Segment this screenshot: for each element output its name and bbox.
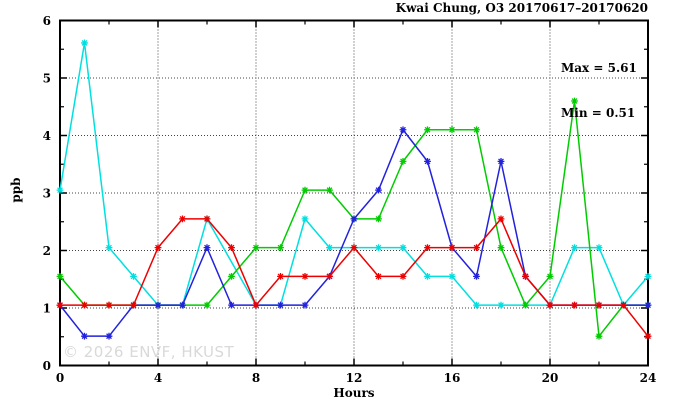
watermark: © 2026 ENVF, HKUST <box>63 343 235 361</box>
x-axis-label: Hours <box>333 386 375 400</box>
svg-text:4: 4 <box>43 129 51 143</box>
svg-text:20: 20 <box>542 371 559 385</box>
svg-text:2: 2 <box>43 244 51 258</box>
svg-text:8: 8 <box>252 371 260 385</box>
svg-text:16: 16 <box>444 371 461 385</box>
max-min-annotation: Max = 5.61 Min = 0.51 <box>561 31 637 151</box>
svg-text:24: 24 <box>640 371 657 385</box>
svg-text:12: 12 <box>346 371 363 385</box>
svg-text:0: 0 <box>56 371 64 385</box>
min-value-label: Min = 0.51 <box>561 106 636 120</box>
max-value-label: Max = 5.61 <box>561 61 637 75</box>
svg-text:4: 4 <box>154 371 162 385</box>
svg-text:0: 0 <box>43 359 51 373</box>
svg-text:6: 6 <box>43 14 51 28</box>
chart-title: Kwai Chung, O3 20170617–20170620 <box>395 1 648 15</box>
y-axis-label: ppb <box>9 177 23 203</box>
svg-text:3: 3 <box>43 187 51 201</box>
svg-text:1: 1 <box>43 302 51 316</box>
svg-text:5: 5 <box>43 72 51 86</box>
